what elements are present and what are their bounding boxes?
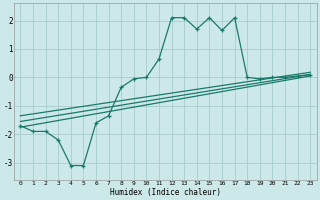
X-axis label: Humidex (Indice chaleur): Humidex (Indice chaleur) xyxy=(110,188,221,197)
